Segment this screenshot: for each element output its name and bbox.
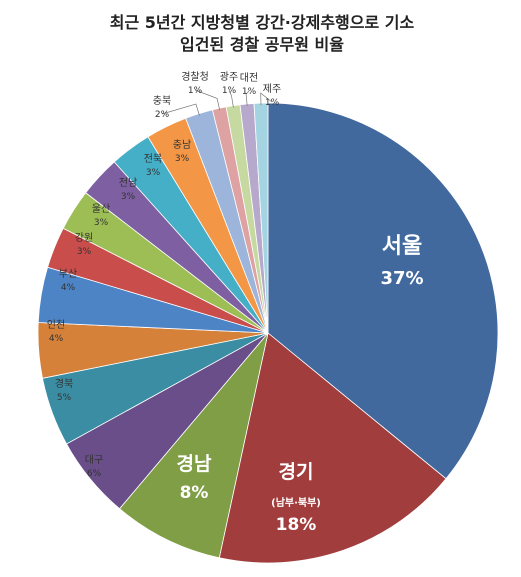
pie-leader-lines bbox=[161, 89, 273, 116]
slice-13-leader-line bbox=[161, 103, 200, 116]
slice-5-percent: 5% bbox=[57, 393, 72, 403]
slice-6-label: 인천 bbox=[47, 319, 65, 331]
slice-10-label: 전남 bbox=[119, 177, 137, 189]
pie-slices bbox=[37, 102, 499, 564]
slice-15-percent: 1% bbox=[222, 86, 237, 96]
slice-2-percent: 18% bbox=[276, 515, 317, 535]
slice-2-wedge bbox=[218, 332, 447, 564]
slice-8-percent: 3% bbox=[77, 247, 92, 257]
slice-17-label: 제주 bbox=[263, 83, 281, 95]
slice-17-leader-line bbox=[260, 92, 273, 106]
pie-labels: 서울37%경기(남부·북부)18%경남8%대구6%경북5%인천4%부산4%강원3… bbox=[47, 70, 424, 535]
slice-16-leader-line bbox=[245, 90, 250, 107]
slice-7-percent: 4% bbox=[61, 283, 76, 293]
slice-11-percent: 3% bbox=[146, 168, 161, 178]
slice-11-label: 전북 bbox=[144, 153, 162, 165]
slice-13-label: 충북 bbox=[153, 95, 171, 107]
slice-14-leader-line bbox=[194, 89, 221, 111]
slice-12-label: 충남 bbox=[173, 139, 191, 151]
slice-12-percent: 3% bbox=[175, 154, 190, 164]
slice-15-leader-line bbox=[228, 89, 234, 108]
slice-9-percent: 3% bbox=[94, 218, 109, 228]
slice-16-label: 대전 bbox=[240, 72, 258, 84]
slice-16-percent: 1% bbox=[242, 87, 257, 97]
slice-3-wedge bbox=[118, 332, 269, 559]
slice-9-label: 울산 bbox=[92, 203, 110, 215]
slice-6-percent: 4% bbox=[49, 334, 64, 344]
slice-7-label: 부산 bbox=[59, 268, 77, 280]
slice-2-label: 경기 bbox=[279, 461, 314, 483]
slice-13-percent: 2% bbox=[155, 110, 170, 120]
slice-8-label: 강원 bbox=[75, 232, 93, 244]
slice-1-percent: 37% bbox=[380, 268, 423, 289]
slice-4-percent: 6% bbox=[87, 469, 102, 479]
slice-3-label: 경남 bbox=[177, 453, 212, 475]
chart-title-line-1: 최근 5년간 지방청별 강간·강제추행으로 기소 bbox=[110, 13, 415, 32]
slice-4-label: 대구 bbox=[85, 454, 103, 466]
slice-3-percent: 8% bbox=[180, 483, 209, 503]
chart-title-line-2: 입건된 경찰 공무원 비율 bbox=[180, 35, 344, 54]
slice-10-percent: 3% bbox=[121, 192, 136, 202]
slice-1-label: 서울 bbox=[382, 234, 422, 259]
slice-5-label: 경북 bbox=[55, 377, 73, 390]
slice-17-percent: 1% bbox=[265, 98, 280, 108]
slice-14-label: 경찰청 bbox=[181, 70, 209, 83]
slice-15-label: 광주 bbox=[220, 71, 238, 83]
chart-title: 최근 5년간 지방청별 강간·강제추행으로 기소 입건된 경찰 공무원 비율 bbox=[110, 13, 415, 54]
slice-2-note: (남부·북부) bbox=[271, 496, 321, 509]
slice-1-wedge bbox=[267, 102, 499, 480]
slice-14-percent: 1% bbox=[188, 86, 203, 96]
